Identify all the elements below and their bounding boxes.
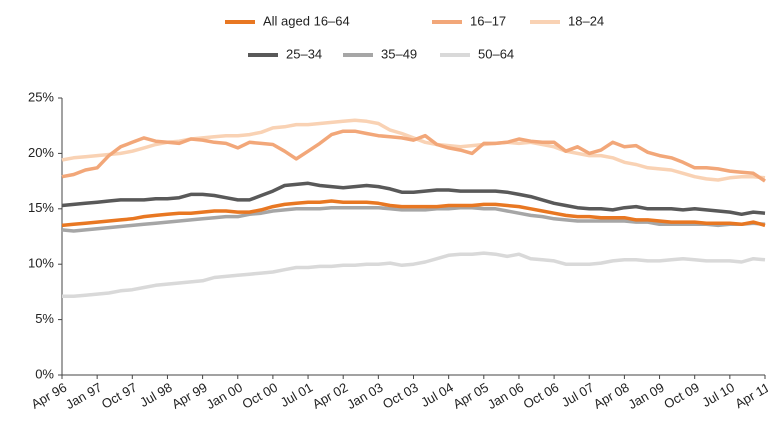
series-line [61,129,766,183]
series-line [61,181,766,217]
series-line [61,205,766,233]
x-tick-label: Jan 06 [485,380,526,413]
x-tick-label: Jul 07 [559,380,597,410]
y-tick-label: 15% [28,200,54,215]
legend-label: 50–64 [478,46,514,61]
x-tick-label: Jul 10 [700,380,738,410]
y-tick-label: 0% [35,366,54,381]
x-tick-label: Apr 99 [169,380,210,412]
x-tick-label: Apr 11 [732,380,768,412]
series-line [62,251,766,299]
x-tick-label: Oct 03 [380,380,421,412]
y-tick-label: 5% [35,311,54,326]
x-tick-label: Oct 06 [521,380,562,412]
legend-label: 18–24 [568,13,604,28]
y-tick-label: 20% [28,145,54,160]
y-tick-label: 25% [28,89,54,104]
legend-label: All aged 16–64 [263,13,350,28]
x-tick-label: Apr 96 [29,380,70,412]
x-tick-label: Oct 09 [661,380,702,412]
x-tick-label: Oct 00 [239,380,280,412]
series-line [61,118,766,182]
x-tick-label: Oct 97 [99,380,140,412]
x-tick-label: Apr 08 [591,380,632,412]
legend-label: 35–49 [381,46,417,61]
series-line [61,199,766,228]
x-tick-label: Apr 02 [310,380,351,412]
x-tick-label: Jul 01 [278,380,316,410]
y-tick-label: 10% [28,256,54,271]
x-tick-label: Jan 09 [625,380,666,413]
x-tick-label: Apr 05 [450,380,491,412]
legend-label: 16–17 [470,13,506,28]
x-tick-label: Jan 00 [204,380,245,413]
legend-label: 25–34 [286,46,322,61]
x-tick-label: Jul 04 [418,380,456,410]
x-tick-label: Jul 98 [137,380,175,410]
x-tick-label: Jan 97 [63,380,104,413]
x-tick-label: Jan 03 [344,380,385,413]
